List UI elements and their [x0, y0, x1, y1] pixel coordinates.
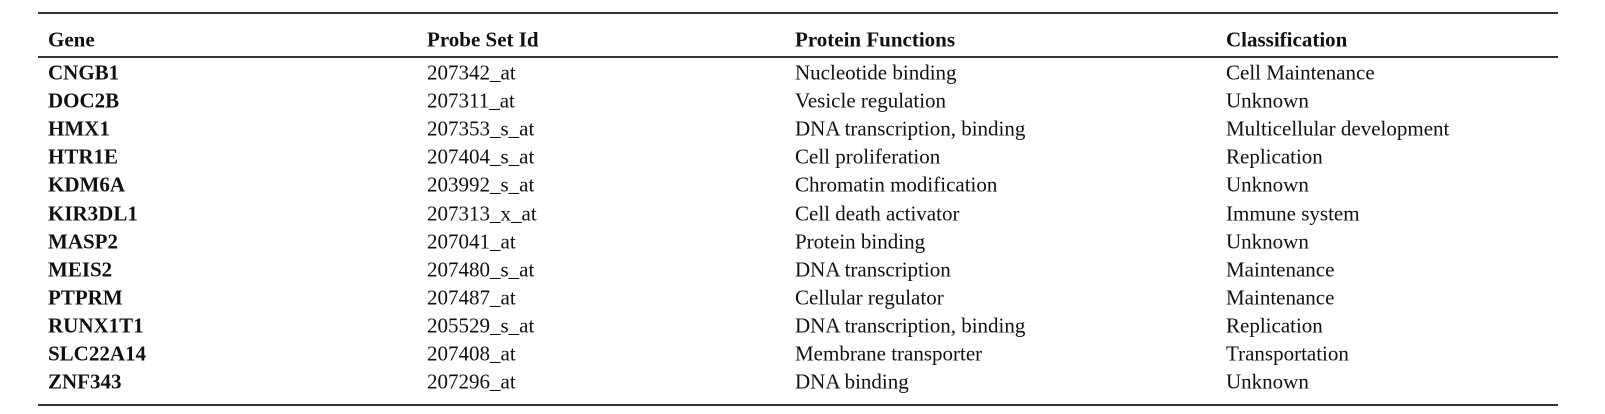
cell-protein-function: Cell proliferation: [795, 144, 941, 169]
header-protein-functions: Protein Functions: [795, 27, 956, 52]
table-row: PTPRM 207487_at Cellular regulator Maintena…: [38, 284, 1558, 312]
cell-classification: Unknown: [1226, 172, 1309, 197]
table-header: Gene Probe Set Id Protein Functions Clas…: [38, 14, 1558, 56]
table-row: KIR3DL1 207313_x_at Cell death activator Im…: [38, 199, 1558, 227]
cell-probe-set-id: 207353_s_at: [427, 116, 535, 141]
header-rule: [38, 56, 1558, 58]
cell-probe-set-id: 203992_s_at: [427, 172, 535, 197]
cell-gene: HTR1E: [48, 144, 119, 169]
cell-gene: PTPRM: [48, 285, 123, 310]
cell-classification: Immune system: [1226, 201, 1360, 226]
table-row: RUNX1T1 205529_s_at DNA transcription, bin…: [38, 312, 1558, 340]
cell-probe-set-id: 207296_at: [427, 369, 516, 394]
header-probe-set-id: Probe Set Id: [427, 27, 539, 52]
cell-classification: Maintenance: [1226, 257, 1335, 282]
cell-protein-function: Protein binding: [795, 229, 926, 254]
table-row: HTR1E 207404_s_at Cell proliferation Replic…: [38, 143, 1558, 171]
cell-protein-function: Nucleotide binding: [795, 60, 957, 85]
cell-protein-function: Chromatin modification: [795, 172, 998, 197]
cell-gene: HMX1: [48, 116, 110, 141]
cell-classification: Unknown: [1226, 88, 1309, 113]
table-row: DOC2B 207311_at Vesicle regulation Unknown: [38, 87, 1558, 115]
table-row: ZNF343 207296_at DNA binding Unknown: [38, 368, 1558, 396]
cell-probe-set-id: 205529_s_at: [427, 313, 535, 338]
cell-gene: MEIS2: [48, 257, 113, 282]
cell-probe-set-id: 207342_at: [427, 60, 516, 85]
cell-probe-set-id: 207311_at: [427, 88, 515, 113]
top-rule: [38, 12, 1558, 14]
header-gene: Gene: [48, 27, 95, 52]
cell-gene: DOC2B: [48, 88, 120, 113]
bottom-rule: [38, 404, 1558, 407]
cell-gene: MASP2: [48, 229, 118, 254]
cell-gene: SLC22A14: [48, 341, 147, 366]
table-row: CNGB1 207342_at Nucleotide binding Cell Mai…: [38, 59, 1558, 87]
cell-gene: KDM6A: [48, 172, 125, 197]
cell-classification: Replication: [1226, 144, 1323, 169]
header-classification: Classification: [1226, 27, 1348, 52]
cell-gene: KIR3DL1: [48, 201, 138, 226]
cell-probe-set-id: 207480_s_at: [427, 257, 535, 282]
gene-table: Gene Probe Set Id Protein Functions Clas…: [38, 12, 1558, 407]
cell-protein-function: DNA binding: [795, 369, 909, 394]
table-body: CNGB1 207342_at Nucleotide binding Cell Mai…: [38, 58, 1558, 404]
cell-protein-function: Vesicle regulation: [795, 88, 947, 113]
cell-probe-set-id: 207313_x_at: [427, 201, 537, 226]
cell-classification: Maintenance: [1226, 285, 1335, 310]
cell-protein-function: Membrane transporter: [795, 341, 983, 366]
cell-classification: Unknown: [1226, 369, 1309, 394]
cell-classification: Replication: [1226, 313, 1323, 338]
cell-gene: CNGB1: [48, 60, 120, 85]
cell-probe-set-id: 207408_at: [427, 341, 516, 366]
cell-classification: Transportation: [1226, 341, 1349, 366]
cell-classification: Unknown: [1226, 229, 1309, 254]
cell-protein-function: Cellular regulator: [795, 285, 944, 310]
cell-protein-function: Cell death activator: [795, 201, 960, 226]
cell-probe-set-id: 207404_s_at: [427, 144, 535, 169]
table-row: MASP2 207041_at Protein binding Unknown: [38, 228, 1558, 256]
cell-probe-set-id: 207487_at: [427, 285, 516, 310]
cell-gene: ZNF343: [48, 369, 122, 394]
cell-classification: Multicellular development: [1226, 116, 1450, 141]
table-row: SLC22A14 207408_at Membrane transporter Tra…: [38, 340, 1558, 368]
cell-protein-function: DNA transcription: [795, 257, 951, 282]
table-row: KDM6A 203992_s_at Chromatin modification Un…: [38, 171, 1558, 199]
cell-protein-function: DNA transcription, binding: [795, 116, 1026, 141]
cell-gene: RUNX1T1: [48, 313, 144, 338]
table-row: HMX1 207353_s_at DNA transcription, bindin…: [38, 115, 1558, 143]
cell-probe-set-id: 207041_at: [427, 229, 516, 254]
cell-protein-function: DNA transcription, binding: [795, 313, 1026, 338]
cell-classification: Cell Maintenance: [1226, 60, 1375, 85]
table-row: MEIS2 207480_s_at DNA transcription Mainten…: [38, 256, 1558, 284]
